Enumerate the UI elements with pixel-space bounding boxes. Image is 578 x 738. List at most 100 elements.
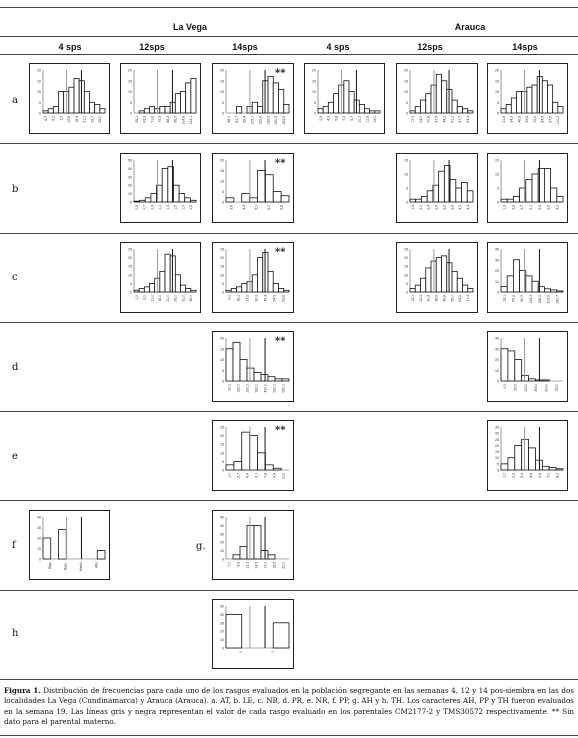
x-tick-label: 51,0 — [450, 116, 454, 123]
histogram-c-arauca-14sps: 0 10 20 30 40 18,1 55,2 92,3 129,4 166,5 203,6 240,… — [487, 242, 568, 313]
x-tick-label: 1,6 — [411, 205, 415, 210]
x-tick-label: 136,5 — [266, 116, 270, 125]
histogram-bar — [159, 106, 166, 114]
histogram-bar — [521, 375, 529, 382]
histogram-bar — [281, 378, 290, 382]
histogram-bar — [414, 106, 421, 114]
y-tick-label: 10 — [128, 192, 132, 196]
y-tick-label: 20 — [220, 69, 224, 73]
histogram-bar — [239, 359, 248, 382]
y-tick-label: 40 — [128, 167, 132, 171]
histogram-bar — [99, 108, 106, 114]
y-tick-label: 30 — [128, 175, 132, 179]
histogram-bar — [174, 274, 181, 293]
x-tick-label: 9,5 — [237, 562, 241, 567]
x-tick-label: 79,9 — [158, 116, 162, 123]
x-tick-label: 2,9 — [319, 116, 323, 121]
histogram-bar — [149, 106, 156, 114]
x-tick-label: 150,2 — [274, 116, 278, 125]
histogram-bar — [233, 461, 243, 471]
histogram-bar — [89, 101, 96, 114]
y-tick-label: 0 — [497, 469, 499, 473]
histogram-bar — [267, 76, 274, 114]
histogram-bar — [528, 447, 536, 471]
y-tick-label: 25 — [404, 248, 408, 252]
histogram-bar — [236, 106, 243, 114]
y-tick-label: 10 — [495, 369, 499, 373]
x-tick-label: 6,8 — [280, 205, 284, 210]
x-tick-label: 17,3 — [411, 116, 415, 123]
x-tick-label: 3,9 — [547, 205, 551, 210]
histogram-bar — [550, 187, 558, 203]
y-tick-label: 10 — [37, 547, 41, 551]
y-tick-label: 40 — [37, 516, 41, 520]
y-tick-label: 0 — [222, 469, 224, 473]
histogram-bar — [317, 108, 324, 114]
y-tick-label: 25 — [220, 426, 224, 430]
x-tick-label: 10,1 — [358, 116, 362, 123]
y-tick-label: 10 — [312, 90, 316, 94]
histogram-bar — [94, 104, 101, 114]
histogram-bar — [548, 467, 557, 471]
x-tick-label: 15,8 — [67, 116, 71, 123]
y-tick-label: 0 — [497, 291, 499, 295]
histogram-bar — [506, 198, 514, 203]
y-tick-label: 40 — [220, 524, 224, 528]
x-tick-label: 54,5 — [273, 295, 277, 302]
histogram-bar — [449, 179, 457, 203]
y-tick-label: 20 — [128, 256, 132, 260]
histogram-bar — [185, 82, 192, 114]
week-header: 14sps — [512, 42, 538, 52]
histogram-e-la-vega-14sps: 0 5 10 15 20 25 1,0 2,7 4,4 6,1 7,8 9,5 11,2 ** — [212, 420, 294, 491]
histogram-bar — [58, 91, 65, 114]
x-tick-label: 104,8 — [181, 116, 185, 125]
no-maternal-data-marker: ** — [275, 68, 286, 79]
row-rule — [0, 500, 578, 501]
x-tick-label: 45,4 — [264, 295, 268, 302]
x-tick-label: 36,0 — [189, 295, 193, 302]
top-rule — [0, 7, 578, 8]
no-maternal-data-marker: ** — [275, 425, 286, 436]
x-tick-label: 31,0 — [181, 295, 185, 302]
histogram-bar — [249, 197, 258, 203]
histogram-svg: 0 5 10 15 20 68,0 81,7 95,4 109,1 122,8 136,5 150,2… — [220, 69, 290, 125]
histogram-bar — [230, 288, 237, 293]
y-tick-label: 10 — [404, 173, 408, 177]
y-tick-label: 20 — [312, 69, 316, 73]
histogram-bar — [514, 359, 523, 382]
y-tick-label: 10 — [220, 90, 224, 94]
row-label-h: h — [12, 628, 19, 639]
histogram-bar — [462, 284, 469, 293]
x-tick-label: 6,1 — [255, 473, 259, 478]
y-tick-label: 10 — [495, 456, 499, 460]
x-tick-label: 3,5 — [538, 205, 542, 210]
x-tick-label: 30,0 — [228, 384, 232, 391]
y-tick-label: 15 — [128, 265, 132, 269]
y-tick-label: 50 — [220, 516, 224, 520]
x-tick-label: 72,2 — [533, 116, 537, 123]
histogram-bar — [232, 554, 241, 560]
x-tick-label: 4,4 — [242, 205, 246, 210]
histogram-bar — [225, 348, 234, 382]
histogram-bar — [143, 108, 150, 114]
x-tick-label: 18,1 — [237, 295, 241, 302]
x-tick-label: 1,0 — [502, 473, 506, 478]
histogram-bar — [425, 93, 432, 114]
histogram-bar — [144, 197, 152, 203]
histogram-bar — [133, 289, 140, 293]
y-tick-label: 15 — [220, 79, 224, 83]
histogram-bar — [535, 379, 543, 382]
row-label-c: c — [12, 272, 18, 283]
x-tick-label: 97,5 — [548, 116, 552, 123]
x-tick-label: 19,5 — [273, 562, 277, 569]
histogram-bar — [374, 110, 381, 114]
histogram-bar — [272, 191, 282, 203]
histogram-bar — [149, 283, 156, 293]
y-tick-label: 0 — [39, 112, 41, 116]
y-tick-label: 0 — [406, 112, 408, 116]
x-tick-label: 113,1 — [189, 116, 193, 124]
histogram-bar — [164, 106, 171, 114]
histogram-bar — [174, 93, 181, 114]
x-tick-label: 0,9 — [150, 205, 154, 210]
row-rule — [0, 590, 578, 591]
